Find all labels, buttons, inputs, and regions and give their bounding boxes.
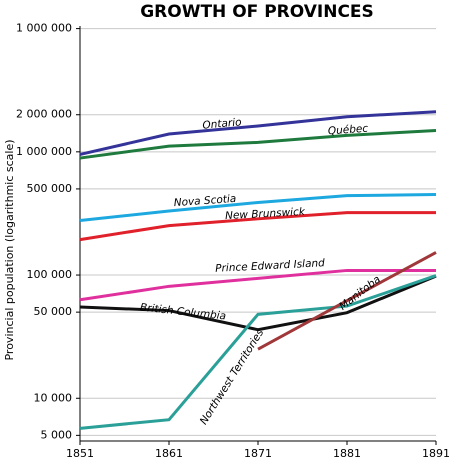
series-line — [79, 110, 437, 156]
y-tick-label: 50 000 — [34, 305, 73, 318]
x-tick-label: 1861 — [155, 447, 183, 460]
series-label: Ontario — [202, 116, 242, 131]
y-tick-label: 500 000 — [27, 182, 73, 195]
series-line — [79, 268, 436, 302]
series-line — [79, 211, 436, 242]
y-tick-label: 2 000 000 — [16, 108, 72, 121]
series-label: New Brunswick — [225, 206, 306, 222]
series-label: Northwest Territories — [198, 327, 267, 427]
y-tick-label: 10 000 — [34, 391, 73, 404]
series-label: Nova Scotia — [173, 193, 236, 209]
series-line — [79, 193, 437, 223]
y-tick-label: 1 000 000 — [16, 22, 72, 35]
series-line — [79, 274, 437, 332]
chart-title: GROWTH OF PROVINCES — [140, 2, 374, 22]
x-tick-label: 1871 — [244, 447, 272, 460]
y-axis-label: Provincial population (logarithmic scale… — [3, 139, 16, 360]
series-line — [257, 251, 437, 351]
y-tick-label: 1 000 000 — [16, 145, 72, 158]
series-line — [79, 274, 437, 430]
x-tick-label: 1881 — [333, 447, 361, 460]
series-label: Québec — [327, 123, 368, 138]
series-label: British Columbia — [139, 302, 226, 323]
series-line — [79, 129, 437, 160]
x-tick-label: 1851 — [66, 447, 94, 460]
y-tick-label: 100 000 — [27, 268, 73, 281]
y-tick-label: 5 000 — [41, 428, 73, 441]
series-label: Prince Edward Island — [215, 257, 325, 275]
x-tick-label: 1891 — [422, 447, 450, 460]
